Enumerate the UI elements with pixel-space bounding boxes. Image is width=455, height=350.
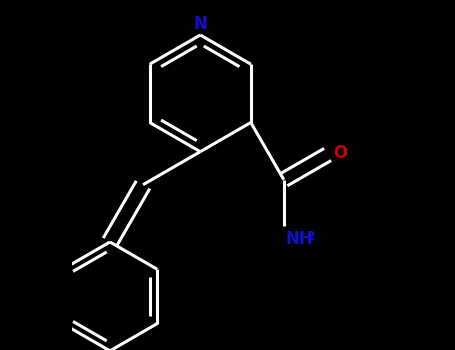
Text: O: O	[334, 144, 348, 162]
Text: 2: 2	[307, 230, 316, 243]
Text: N: N	[193, 15, 207, 33]
Text: NH: NH	[286, 230, 313, 247]
